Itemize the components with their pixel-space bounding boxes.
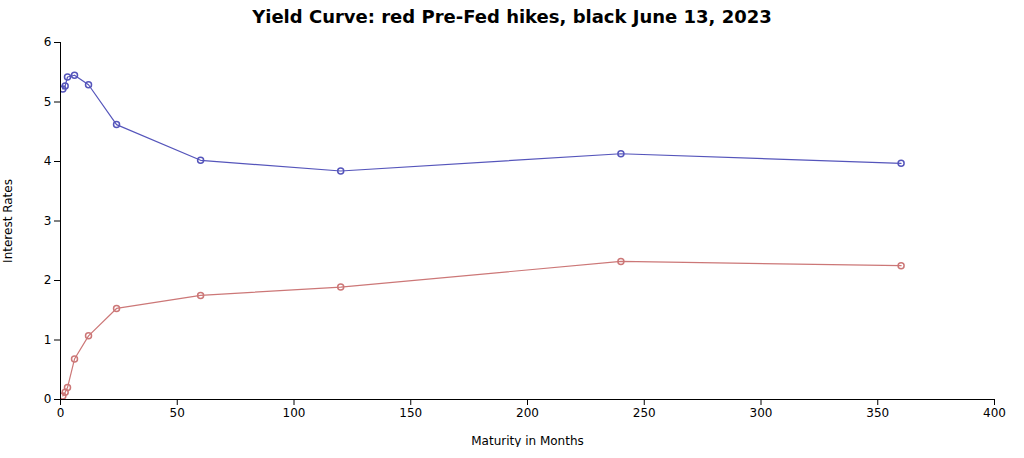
svg-text:Interest Rates: Interest Rates <box>1 179 15 263</box>
svg-text:4: 4 <box>44 154 52 168</box>
svg-text:1: 1 <box>44 333 52 347</box>
svg-text:50: 50 <box>170 406 185 420</box>
html-text:Yield Curve: red Pre-Fed hikes: Yield Curve: red Pre-Fed hikes, black Ju… <box>252 6 772 27</box>
svg-text:Maturity in Months: Maturity in Months <box>471 434 584 448</box>
svg-text:0: 0 <box>57 406 65 420</box>
svg-text:0: 0 <box>44 392 52 406</box>
svg-text:250: 250 <box>633 406 656 420</box>
svg-text:300: 300 <box>750 406 773 420</box>
svg-text:6: 6 <box>44 35 52 49</box>
svg-text:5: 5 <box>44 95 52 109</box>
svg-text:100: 100 <box>283 406 306 420</box>
svg-text:3: 3 <box>44 214 52 228</box>
svg-text:350: 350 <box>866 406 889 420</box>
svg-text:150: 150 <box>399 406 422 420</box>
svg-text:200: 200 <box>516 406 539 420</box>
svg-text:2: 2 <box>44 273 52 287</box>
svg-text:400: 400 <box>983 406 1006 420</box>
